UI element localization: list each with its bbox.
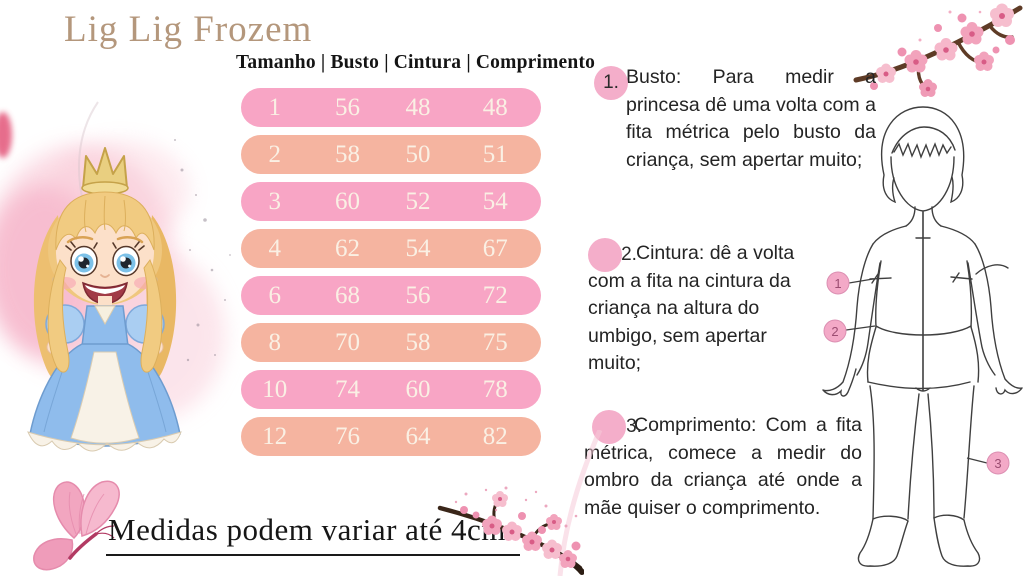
instruction-text: Cintura: dê a volta com a fita na cintur… [588, 242, 795, 374]
watercolor-splash [0, 101, 231, 447]
instruction-cintura: 2. Cintura: dê a volta com a fita na cint… [588, 238, 820, 378]
figure-marker-1: 1 [826, 271, 874, 295]
cell-tamanho: 1 [268, 93, 282, 121]
cell-tamanho: 8 [268, 328, 282, 356]
cell-comprimento: 67 [482, 234, 508, 262]
table-row: 4 62 54 67 [241, 229, 541, 268]
cell-comprimento: 72 [482, 281, 508, 309]
cell-cintura: 60 [405, 375, 431, 403]
cell-tamanho: 6 [268, 281, 282, 309]
instruction-busto: 1. Busto: Para medir a princesa dê uma v… [594, 64, 878, 174]
instruction-number-badge: 1. [594, 66, 628, 100]
table-row: 12 76 64 82 [241, 417, 541, 456]
princess-illustration [0, 101, 231, 452]
svg-text:2: 2 [831, 324, 838, 339]
cell-busto: 58 [335, 140, 360, 168]
princess-girl [27, 147, 182, 452]
instruction-comprimento: 3. Comprimento: Com a fita métrica, comec… [584, 410, 862, 522]
cell-cintura: 52 [405, 187, 431, 215]
instruction-number-badge: 3. [592, 410, 642, 444]
cell-comprimento: 54 [482, 187, 508, 215]
cell-comprimento: 51 [482, 140, 508, 168]
figure-face [890, 156, 955, 212]
table-row: 10 74 60 78 [241, 370, 541, 409]
crown [82, 147, 128, 189]
figure-bust-ticks [869, 272, 973, 284]
figure-left-arm [822, 243, 874, 397]
cell-busto: 74 [335, 375, 360, 403]
figure-right-leg [927, 385, 975, 519]
cell-busto: 62 [335, 234, 360, 262]
dress-skirt [29, 343, 181, 447]
footnote: Medidas podem variar até 4cm [106, 512, 520, 556]
figure-left-foot [857, 518, 909, 567]
figure-marker-3: 3 [966, 451, 1010, 475]
cell-busto: 56 [335, 93, 360, 121]
figure-right-arm [974, 243, 1023, 395]
cell-cintura: 54 [405, 234, 431, 262]
svg-text:3: 3 [994, 456, 1001, 471]
cell-tamanho: 4 [268, 234, 282, 262]
instruction-text: Busto: Para medir a princesa dê uma volt… [626, 66, 876, 171]
figure-right-foot [933, 517, 981, 567]
cell-tamanho: 12 [262, 422, 288, 450]
cell-busto: 76 [335, 422, 360, 450]
figure-marker-2: 2 [823, 319, 876, 343]
cell-cintura: 50 [405, 140, 431, 168]
instruction-text: Comprimento: Com a fita métrica, comece … [584, 414, 862, 519]
table-row: 2 58 50 51 [241, 135, 541, 174]
cell-cintura: 48 [405, 93, 431, 121]
figure-waist-line [875, 325, 972, 336]
instruction-number-badge: 2. [588, 238, 637, 272]
table-row: 8 70 58 75 [241, 323, 541, 362]
cell-tamanho: 10 [262, 375, 288, 403]
table-header: Tamanho | Busto | Cintura | Comprimento [236, 52, 596, 73]
figure-hair [881, 106, 965, 204]
cell-comprimento: 78 [482, 375, 508, 403]
table-row: 3 60 52 54 [241, 182, 541, 221]
cell-cintura: 58 [405, 328, 431, 356]
cell-tamanho: 2 [268, 140, 282, 168]
eyes [65, 241, 145, 277]
cell-busto: 70 [335, 328, 360, 356]
blossom-flowers [870, 3, 1015, 97]
cell-comprimento: 48 [482, 93, 508, 121]
cell-cintura: 64 [405, 422, 431, 450]
table-row: 1 56 48 48 [241, 88, 541, 127]
cell-busto: 68 [335, 281, 360, 309]
dress-bodice [81, 305, 129, 347]
cell-comprimento: 75 [482, 328, 508, 356]
size-table: 1 56 48 48 2 58 50 51 3 60 52 54 4 62 54… [241, 88, 541, 464]
figure-shorts-line [867, 381, 971, 392]
cell-tamanho: 3 [268, 187, 282, 215]
svg-text:1: 1 [834, 276, 841, 291]
cell-busto: 60 [335, 187, 360, 215]
page-title: Lig Lig Frozem [64, 9, 313, 50]
cell-cintura: 56 [405, 281, 431, 309]
figure-left-leg [869, 385, 920, 520]
table-row: 6 68 56 72 [241, 276, 541, 315]
cell-comprimento: 82 [482, 422, 508, 450]
